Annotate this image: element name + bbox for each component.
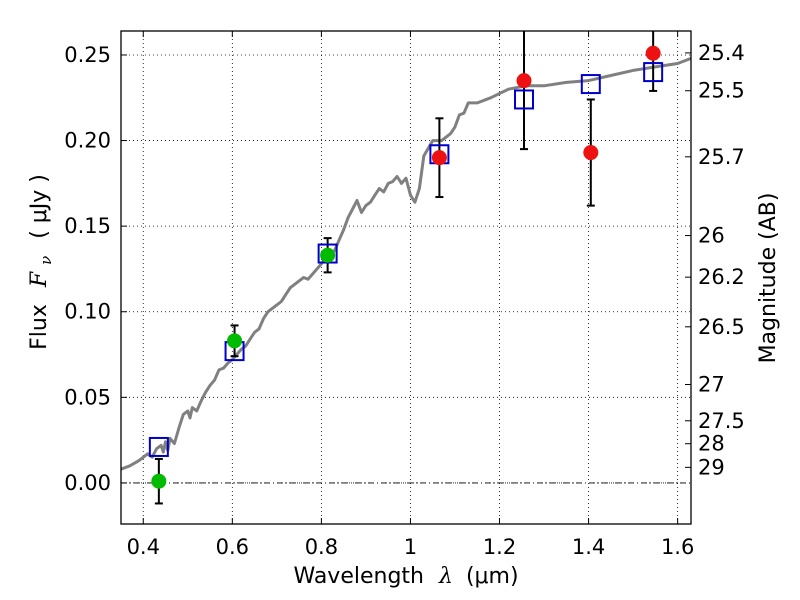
- observed-optical-point: [151, 473, 167, 489]
- model-spectrum-line: [120, 56, 692, 471]
- mag-tick-label: 25.5: [698, 79, 745, 103]
- y-tick-label: 0.00: [64, 471, 111, 495]
- mag-tick-label: 29: [698, 455, 725, 479]
- y-tick-label: 0.10: [64, 300, 111, 324]
- observed-nir-point: [431, 150, 447, 166]
- mag-tick-label: 26.2: [698, 265, 745, 289]
- plot-area: [120, 56, 692, 471]
- grid: [121, 31, 691, 524]
- observed-optical-point: [320, 247, 336, 263]
- y-tick-label: 0.25: [64, 43, 111, 67]
- x-tick-label: 1: [404, 535, 417, 559]
- x-tick-label: 0.6: [216, 535, 249, 559]
- x-tick-label: 1.6: [661, 535, 694, 559]
- y2-axis-label: Magnitude (AB): [756, 193, 781, 364]
- mag-tick-label: 25.7: [698, 145, 745, 169]
- model-photometry-square: [580, 74, 601, 95]
- model-photometry-square: [514, 89, 535, 110]
- mag-tick-label: 28: [698, 432, 725, 456]
- observed-nir-point: [583, 145, 599, 161]
- mag-tick-label: 27: [698, 372, 725, 396]
- x-axis-label: Wavelength λ (μm): [293, 564, 518, 589]
- x-tick-label: 0.8: [305, 535, 338, 559]
- data-marks: [148, 31, 664, 505]
- y-tick-label: 0.15: [64, 214, 111, 238]
- x-tick-label: 1.2: [483, 535, 516, 559]
- model-photometry-square: [148, 436, 169, 457]
- observed-nir-point: [516, 73, 532, 89]
- model-photometry-square: [643, 62, 664, 83]
- plot-frame: [120, 30, 692, 525]
- y-tick-label: 0.20: [64, 129, 111, 153]
- y-axis-label: Flux F ν ( μJy ): [27, 174, 57, 350]
- mag-tick-label: 26: [698, 224, 725, 248]
- x-tick-label: 1.4: [572, 535, 605, 559]
- x-tick-label: 0.4: [127, 535, 160, 559]
- mag-tick-label: 26.5: [698, 315, 745, 339]
- mag-tick-label: 25.4: [698, 41, 745, 65]
- observed-optical-point: [227, 333, 243, 349]
- axis-ticks: 0.4 0.6 0.8 1 1.2 1.4 1.6 0.00 0.05 0.10 0.15 0.20 0…: [64, 31, 745, 559]
- mag-tick-label: 27.5: [698, 409, 745, 433]
- observed-nir-point: [645, 45, 661, 61]
- y-tick-label: 0.05: [64, 385, 111, 409]
